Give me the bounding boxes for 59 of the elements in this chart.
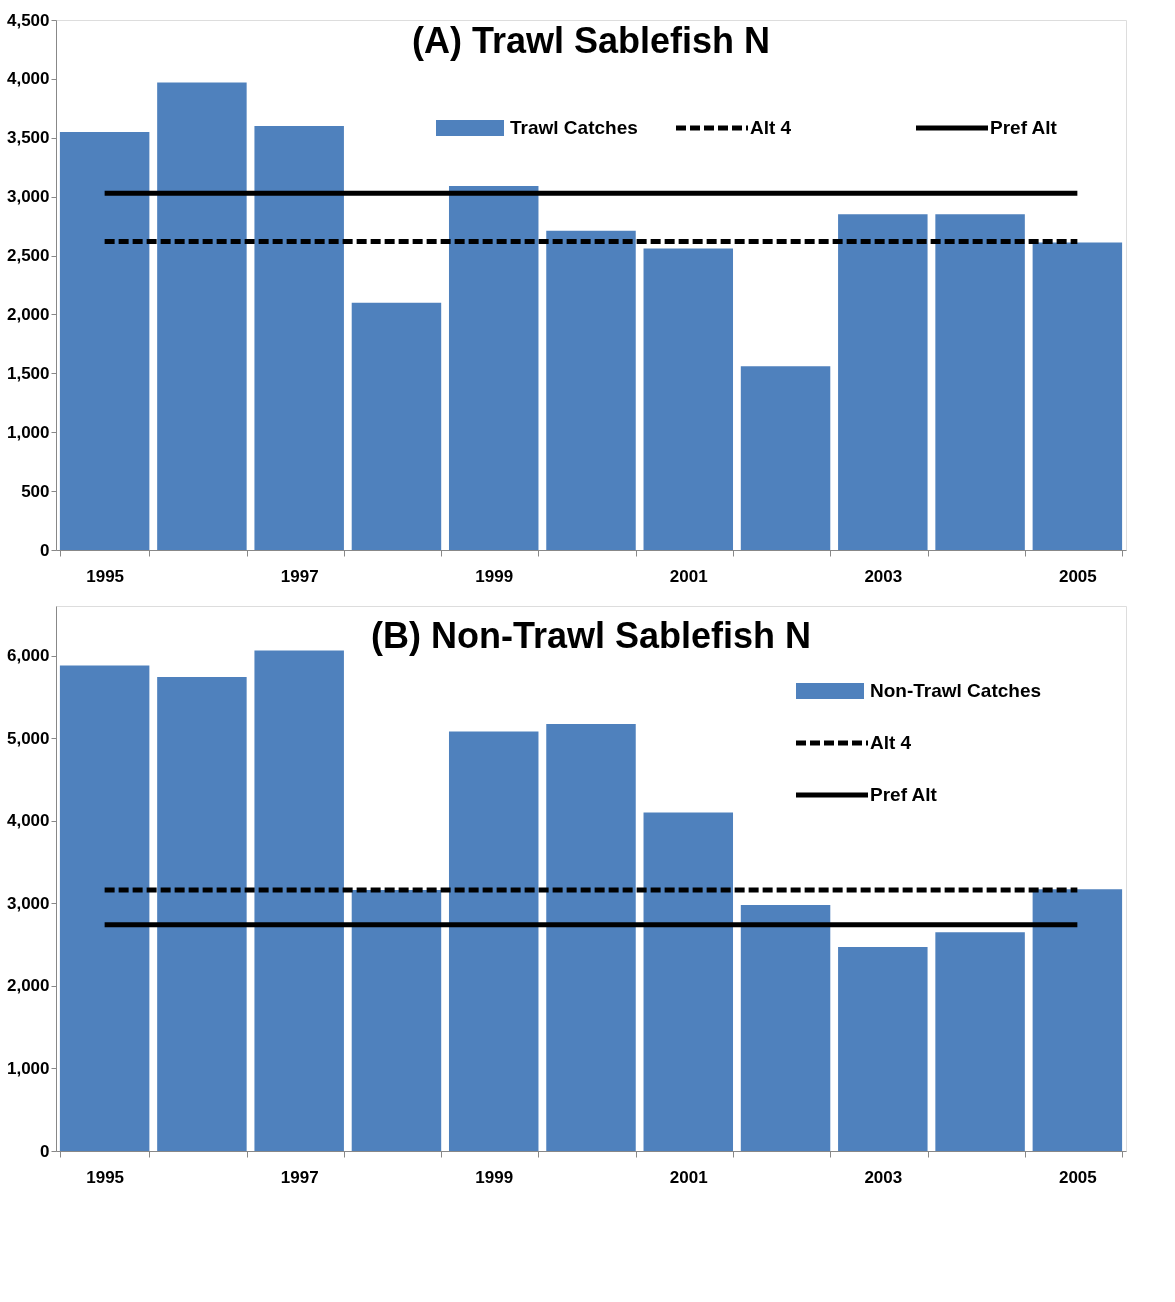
- y-tick-label: 6,000: [6, 646, 50, 666]
- bar: [448, 731, 539, 1151]
- x-tick-label: 1997: [280, 566, 319, 586]
- chart-title: (A) Trawl Sablefish N: [411, 20, 771, 61]
- x-tick-label: 2001: [669, 1167, 708, 1187]
- y-tick-label: 4,500: [6, 10, 50, 30]
- y-tick-label: 2,000: [6, 304, 50, 324]
- legend-label: Non-Trawl Catches: [870, 680, 1042, 701]
- legend-label: Alt 4: [870, 732, 912, 753]
- bar: [351, 302, 442, 550]
- x-tick-label: 2003: [864, 1167, 903, 1187]
- x-tick-label: 1999: [475, 566, 514, 586]
- bar: [838, 214, 928, 550]
- legend-label: Pref Alt: [870, 784, 938, 805]
- y-tick-label: 3,000: [6, 893, 50, 913]
- y-tick-label: 4,000: [6, 811, 50, 831]
- bar: [59, 665, 150, 1151]
- legend-label: Alt 4: [750, 117, 792, 138]
- bar: [546, 230, 636, 550]
- y-tick-label: 2,500: [6, 246, 50, 266]
- y-tick-label: 3,000: [6, 187, 50, 207]
- bar: [1032, 889, 1123, 1151]
- x-tick-label: 1999: [475, 1167, 514, 1187]
- chart-title: (B) Non-Trawl Sablefish N: [370, 615, 812, 656]
- y-tick-label: 1,000: [6, 1058, 50, 1078]
- bar: [643, 248, 734, 550]
- x-tick-label: 2005: [1058, 1167, 1097, 1187]
- legend-label: Pref Alt: [990, 117, 1058, 138]
- y-tick-label: 3,500: [6, 128, 50, 148]
- bar: [351, 890, 442, 1151]
- x-tick-label: 2001: [669, 566, 708, 586]
- y-tick-label: 2,000: [6, 976, 50, 996]
- bar: [254, 650, 344, 1151]
- bar: [643, 812, 734, 1151]
- bar: [59, 131, 150, 550]
- x-tick-label: 1995: [86, 566, 125, 586]
- y-tick-label: 0: [40, 540, 50, 560]
- bar: [448, 186, 539, 550]
- y-tick-label: 1,000: [6, 422, 50, 442]
- y-tick-label: 1,500: [6, 363, 50, 383]
- bar: [838, 947, 928, 1151]
- bar: [546, 724, 636, 1151]
- y-tick-label: 0: [40, 1141, 50, 1161]
- y-tick-label: 5,000: [6, 728, 50, 748]
- legend-label: Trawl Catches: [510, 117, 638, 138]
- bar: [157, 82, 247, 550]
- bar: [740, 366, 831, 550]
- x-tick-label: 2005: [1058, 566, 1097, 586]
- bar: [740, 904, 831, 1151]
- bar: [1032, 242, 1123, 550]
- y-tick-label: 500: [21, 481, 50, 501]
- x-tick-label: 1997: [280, 1167, 319, 1187]
- bar: [157, 677, 247, 1151]
- bar: [935, 214, 1025, 550]
- x-tick-label: 1995: [86, 1167, 125, 1187]
- x-tick-label: 2003: [864, 566, 903, 586]
- bar: [935, 932, 1025, 1151]
- y-tick-label: 4,000: [6, 69, 50, 89]
- bar: [254, 126, 344, 550]
